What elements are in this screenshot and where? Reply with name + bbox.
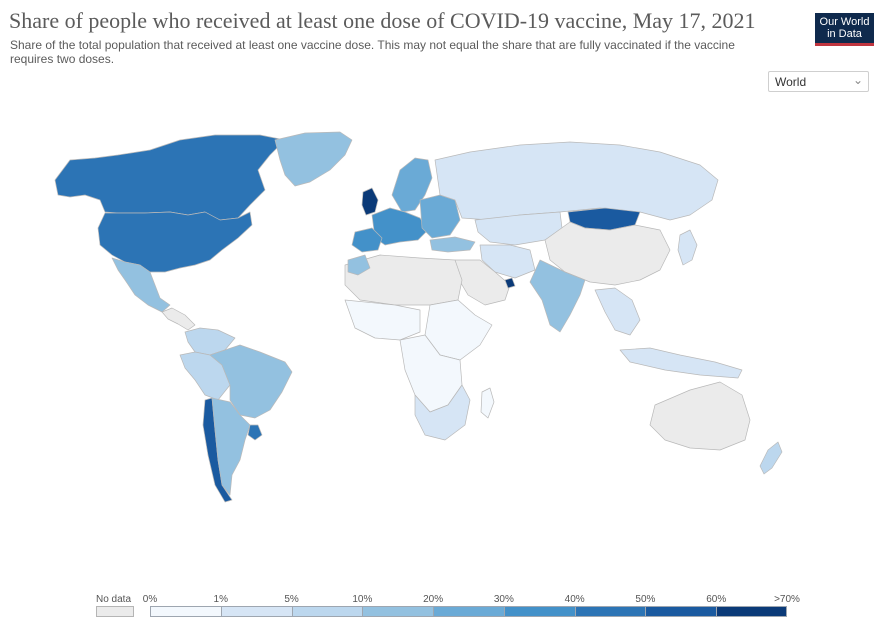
legend-bin[interactable]: [645, 606, 717, 617]
logo-line1: Our World: [819, 16, 870, 28]
region-new-zealand[interactable]: [759, 441, 783, 475]
legend-bin[interactable]: [503, 606, 575, 617]
region-australia[interactable]: [649, 381, 751, 451]
legend-bin[interactable]: [716, 606, 787, 617]
legend-tick-label: 30%: [493, 594, 514, 605]
region-brazil[interactable]: [209, 344, 293, 419]
region-iberia[interactable]: [351, 227, 383, 253]
world-map[interactable]: [0, 100, 884, 510]
region-eastern-europe[interactable]: [419, 194, 461, 239]
region-indonesia[interactable]: [619, 347, 743, 379]
region-west-africa[interactable]: [344, 299, 421, 341]
legend-bin[interactable]: [220, 606, 292, 617]
region-uk[interactable]: [361, 187, 379, 216]
chart-title: Share of people who received at least on…: [9, 8, 756, 33]
legend-tick-label: 40%: [564, 594, 585, 605]
legend-no-data-label: No data: [96, 594, 132, 605]
legend-bin[interactable]: [574, 606, 646, 617]
region-russia[interactable]: [434, 141, 719, 221]
region-central-america[interactable]: [161, 307, 196, 331]
region-select[interactable]: World ⌄: [768, 71, 869, 92]
region-madagascar[interactable]: [480, 387, 495, 419]
region-iran[interactable]: [479, 244, 536, 279]
owid-logo[interactable]: Our World in Data: [815, 13, 874, 46]
logo-line2: in Data: [827, 28, 862, 40]
legend-tick-label: 20%: [423, 594, 444, 605]
legend-tick-label: 50%: [635, 594, 656, 605]
legend-tick-label: 5%: [284, 594, 299, 605]
region-mexico[interactable]: [111, 257, 171, 313]
legend-bin[interactable]: [362, 606, 434, 617]
legend-tick-label: 1%: [213, 594, 228, 605]
legend-tick-label: 60%: [706, 594, 727, 605]
legend-bin[interactable]: [433, 606, 504, 617]
legend-tick-label: >70%: [774, 594, 800, 605]
region-uae[interactable]: [504, 277, 516, 289]
region-southern-africa[interactable]: [414, 384, 471, 441]
region-argentina[interactable]: [211, 397, 251, 496]
region-scandinavia[interactable]: [391, 157, 433, 213]
region-canada[interactable]: [54, 134, 286, 221]
region-southeast-asia[interactable]: [594, 287, 641, 336]
region-japan-korea[interactable]: [677, 229, 698, 266]
region-peru-bolivia[interactable]: [179, 351, 231, 401]
region-turkey[interactable]: [429, 236, 476, 253]
legend-no-data-swatch: [96, 606, 134, 617]
region-india[interactable]: [529, 259, 586, 333]
chart-subtitle: Share of the total population that recei…: [10, 38, 735, 66]
legend-tick-label: 10%: [352, 594, 373, 605]
region-greenland[interactable]: [274, 131, 353, 187]
region-morocco[interactable]: [347, 254, 371, 276]
legend-bin[interactable]: [291, 606, 363, 617]
chevron-down-icon: ⌄: [852, 73, 863, 87]
legend-tick-label: 0%: [142, 594, 158, 605]
region-usa[interactable]: [97, 211, 253, 273]
region-uruguay[interactable]: [247, 424, 263, 441]
region-select-value: World: [775, 75, 807, 89]
legend-bin[interactable]: [150, 606, 221, 617]
